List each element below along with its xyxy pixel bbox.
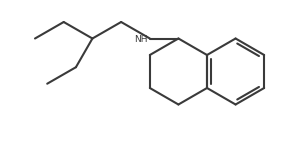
Text: NH: NH bbox=[134, 35, 148, 45]
